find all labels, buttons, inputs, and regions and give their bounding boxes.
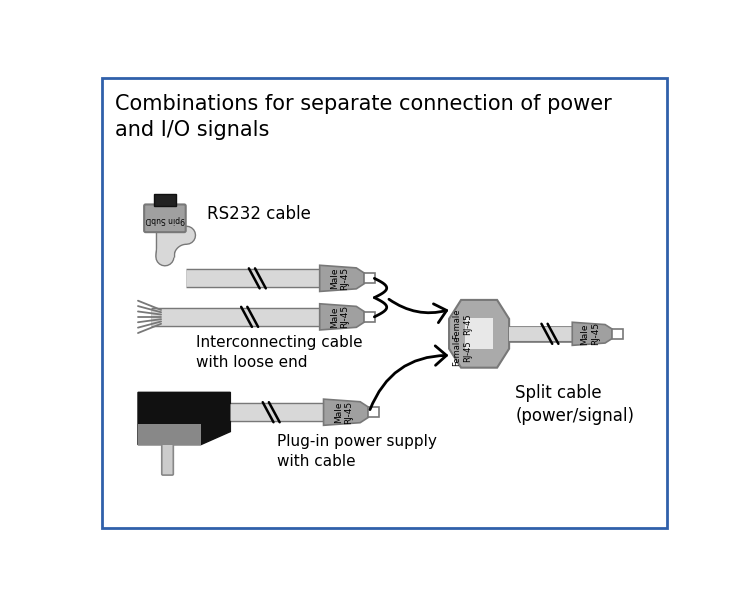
Polygon shape xyxy=(323,399,368,425)
Text: RS232 cable: RS232 cable xyxy=(207,205,311,223)
Polygon shape xyxy=(449,300,509,368)
Text: Male
RJ-45: Male RJ-45 xyxy=(334,401,353,424)
FancyBboxPatch shape xyxy=(162,443,173,475)
FancyBboxPatch shape xyxy=(364,274,375,283)
FancyBboxPatch shape xyxy=(465,319,493,349)
Text: and I/O signals: and I/O signals xyxy=(115,120,269,140)
FancyBboxPatch shape xyxy=(144,205,186,232)
Text: Male
RJ-45: Male RJ-45 xyxy=(330,305,350,328)
Polygon shape xyxy=(320,265,364,292)
Text: Interconnecting cable
with loose end: Interconnecting cable with loose end xyxy=(196,335,362,370)
FancyArrowPatch shape xyxy=(389,299,447,323)
Text: Combinations for separate connection of power: Combinations for separate connection of … xyxy=(115,94,612,113)
Text: Male
RJ-45: Male RJ-45 xyxy=(330,267,350,290)
Polygon shape xyxy=(138,392,230,445)
FancyBboxPatch shape xyxy=(368,407,379,417)
FancyBboxPatch shape xyxy=(364,312,375,322)
Polygon shape xyxy=(572,322,612,346)
Polygon shape xyxy=(320,304,364,330)
FancyBboxPatch shape xyxy=(612,329,623,339)
FancyBboxPatch shape xyxy=(154,194,176,206)
Text: Plug-in power supply
with cable: Plug-in power supply with cable xyxy=(277,434,436,469)
Polygon shape xyxy=(138,424,201,445)
Text: 9pin SubD: 9pin SubD xyxy=(145,215,184,224)
Text: Female
RJ-45: Female RJ-45 xyxy=(452,308,472,339)
FancyArrowPatch shape xyxy=(370,346,446,410)
Text: Female
RJ-45: Female RJ-45 xyxy=(452,335,472,366)
Text: Male
RJ-45: Male RJ-45 xyxy=(580,322,600,346)
Text: Split cable
(power/signal): Split cable (power/signal) xyxy=(515,384,634,425)
FancyBboxPatch shape xyxy=(102,78,667,528)
